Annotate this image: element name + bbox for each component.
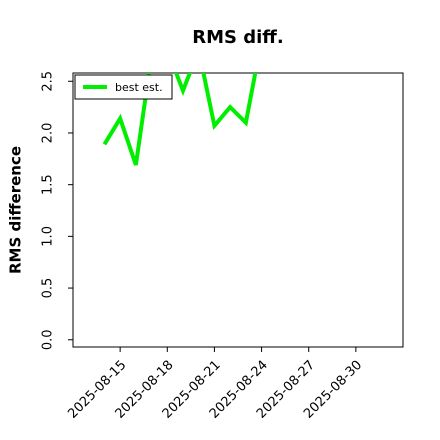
y-tick-label: 2.0 [41,123,56,144]
legend-label: best est. [115,81,163,94]
y-tick-label: 1.5 [41,174,56,195]
data-line [102,73,258,166]
plot-frame [72,72,404,348]
plot-area [102,73,258,166]
y-axis-label: RMS difference [7,146,25,274]
y-tick-label: 0.5 [41,278,56,299]
y-tick-label: 2.5 [41,71,56,92]
chart-title: RMS diff. [192,27,283,48]
y-tick-label: 0.0 [41,329,56,350]
y-tick-label: 1.0 [41,226,56,247]
